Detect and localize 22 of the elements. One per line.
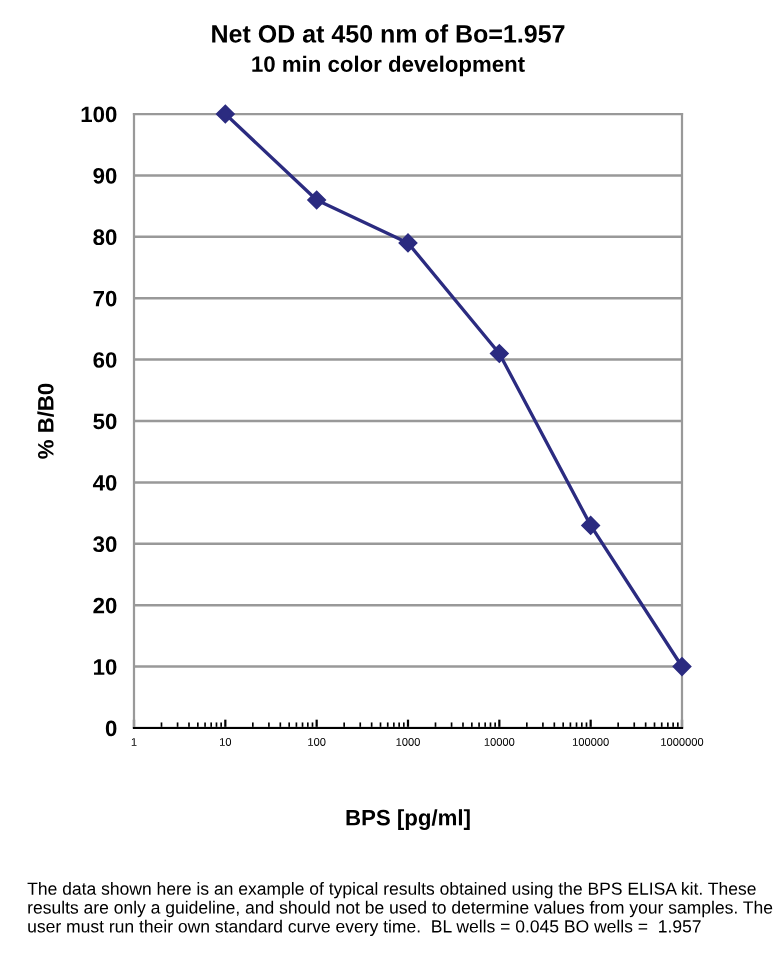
y-tick-label: 30 <box>93 536 117 553</box>
point <box>672 657 692 676</box>
text: The data shown here is an example of typical results obtained using the BPS ELISA kit. These results are only a guideline, and should not be used to determine values from your samples. The user must run their own standard curve every time. BL wells = 0.045 BO wells = 1.957 <box>27 882 773 937</box>
point <box>398 233 418 253</box>
y-tick-label: 60 <box>93 352 117 368</box>
y-tick-label: 70 <box>93 290 117 307</box>
y-tick-label: 100 <box>81 106 117 123</box>
y-tick-label: 90 <box>93 167 117 184</box>
y-tick-label: 10 <box>94 659 117 675</box>
y-tick-label: 80 <box>93 229 117 246</box>
point <box>216 104 235 124</box>
y-tick-label: 20 <box>93 597 117 614</box>
y-axis-title: % B/B0 <box>37 383 54 459</box>
point <box>307 190 326 210</box>
y-tick-label: 50 <box>93 413 117 430</box>
chart-subtitle: 10 min color development <box>252 55 525 77</box>
point <box>490 344 509 363</box>
y-tick-label: 40 <box>92 474 117 491</box>
y-tick-label: 0 <box>105 720 117 737</box>
point <box>581 516 600 535</box>
chart-title: Net OD at 450 nm of Bo=1.957 <box>212 24 565 43</box>
x-axis-title: BPS [pg/ml] <box>346 809 470 830</box>
